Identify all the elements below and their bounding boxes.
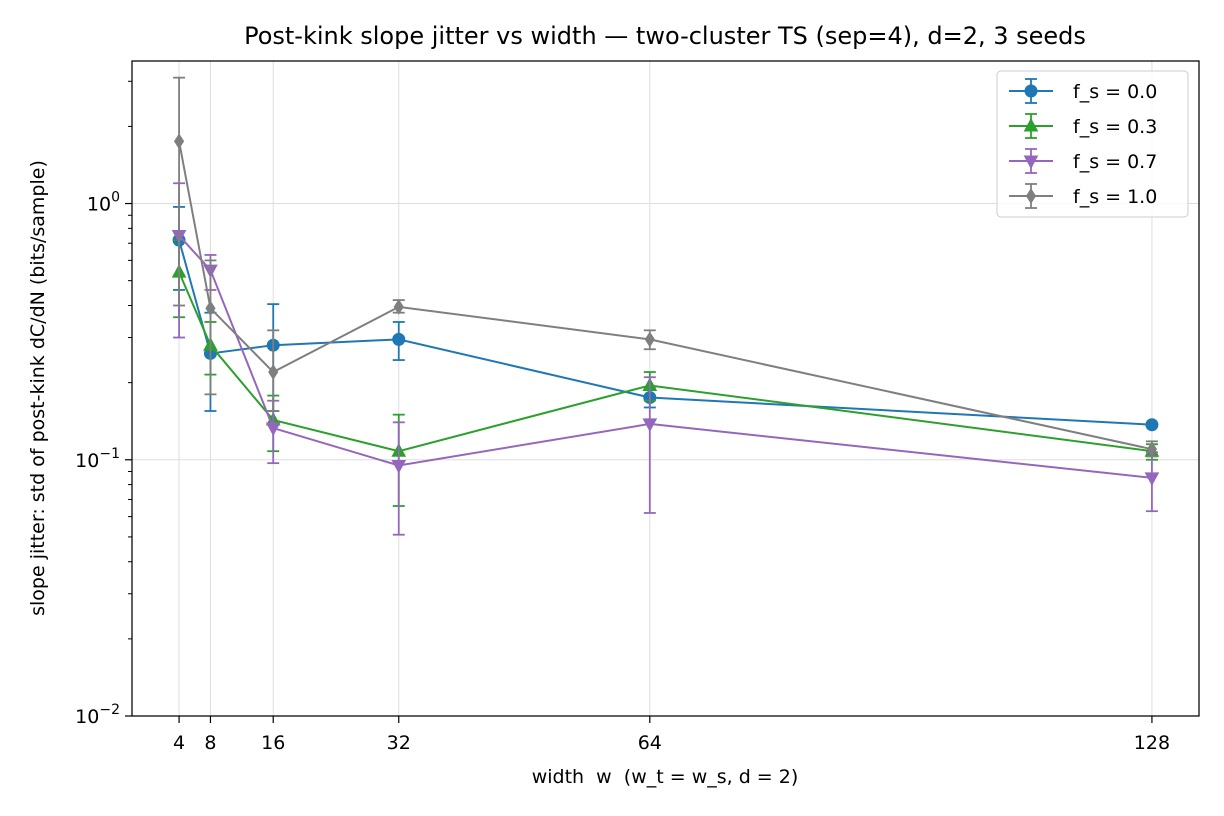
legend-item: f_s = 0.0: [1009, 78, 1157, 104]
data-point: [644, 331, 655, 348]
axes-frame: [131, 60, 1200, 717]
legend-box: [996, 70, 1189, 218]
legend-marker: [1023, 117, 1039, 132]
data-point: [642, 418, 658, 432]
series-2: [171, 182, 1160, 536]
x-tick-label: 128: [1134, 732, 1170, 754]
legend-marker: [1024, 84, 1038, 98]
data-point: [1146, 441, 1158, 458]
y-tick-label-base: 10: [87, 194, 111, 216]
data-point: [173, 133, 185, 150]
series-line: [178, 141, 1153, 451]
y-tick-label-base: 10: [75, 450, 99, 472]
series-3: [173, 76, 1158, 458]
x-tick-label: 4: [173, 732, 185, 754]
y-tick-label: 10−1: [75, 446, 120, 472]
legend-label: f_s = 1.0: [1073, 186, 1157, 208]
legend-label: f_s = 0.0: [1073, 81, 1157, 103]
data-point: [391, 459, 407, 474]
legend-marker: [1023, 155, 1039, 170]
data-point: [1145, 418, 1159, 432]
data-point: [393, 298, 404, 315]
data-point: [265, 422, 281, 437]
series-line: [178, 234, 1153, 479]
legend-label: f_s = 0.3: [1073, 116, 1157, 138]
legend: f_s = 0.0 f_s = 0.3 f_s = 0.7 f_s = 1.0: [996, 70, 1189, 218]
data-point: [1144, 472, 1160, 486]
series-layer: [171, 76, 1160, 536]
x-tick-label: 32: [387, 732, 411, 754]
data-point: [392, 332, 406, 346]
y-tick-label-exponent: 0: [111, 190, 120, 206]
legend-marker: [1025, 188, 1037, 204]
y-tick-label-exponent: −1: [99, 446, 120, 462]
series-line: [178, 271, 1153, 453]
legend-item: f_s = 0.7: [1009, 148, 1157, 174]
data-point: [205, 300, 216, 317]
legend-label: f_s = 0.7: [1073, 151, 1157, 173]
y-tick-label: 10−2: [75, 702, 120, 728]
x-tick-label: 16: [261, 732, 285, 754]
y-tick-label-base: 10: [75, 706, 99, 728]
x-tick-label: 8: [204, 732, 216, 754]
legend-item: f_s = 1.0: [1009, 183, 1157, 209]
y-tick-label: 100: [87, 190, 120, 216]
legend-item: f_s = 0.3: [1009, 113, 1157, 139]
x-tick-label: 64: [638, 732, 662, 754]
y-axis-label: slope jitter: std of post-kink dC/dN (bi…: [27, 160, 49, 616]
x-axis-label: width w (w_t = w_s, d = 2): [532, 766, 799, 788]
data-point: [268, 364, 279, 380]
chart-title: Post-kink slope jitter vs width — two-cl…: [244, 22, 1086, 50]
y-tick-label-exponent: −2: [99, 702, 120, 718]
